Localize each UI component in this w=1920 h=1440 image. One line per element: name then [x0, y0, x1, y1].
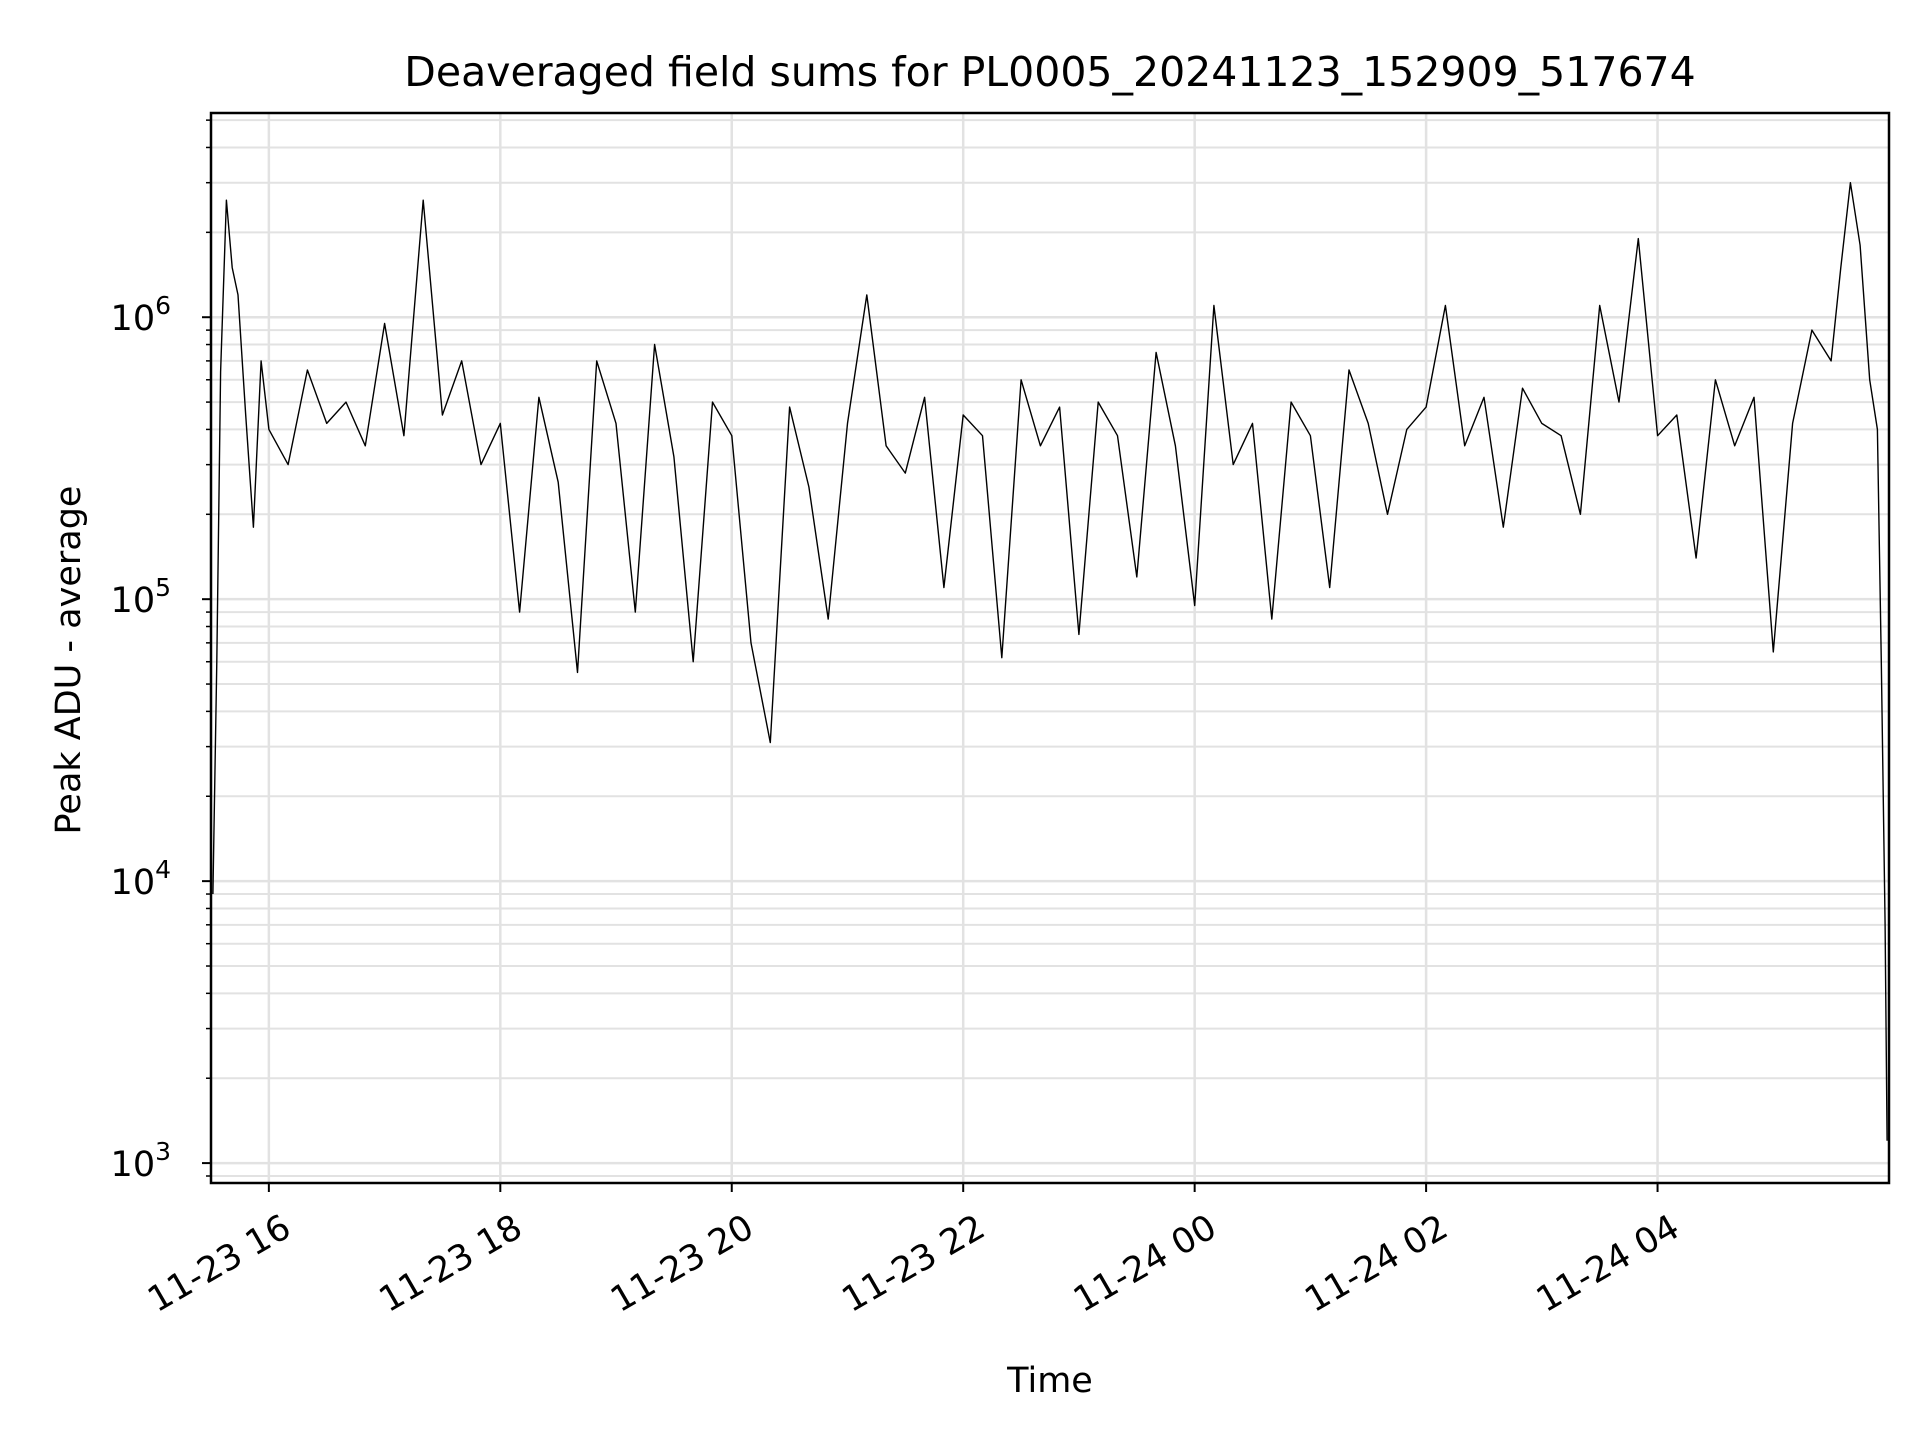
y-tick-label: 103	[111, 1137, 171, 1185]
x-axis-label: Time	[1006, 1361, 1093, 1401]
y-axis-ticks: 103 104 105 106	[111, 119, 211, 1185]
grid	[211, 113, 1889, 1183]
y-axis-label: Peak ADU - average	[49, 486, 89, 835]
data-series	[212, 181, 1888, 1141]
y-tick-label: 104	[111, 855, 171, 903]
chart-title: Deaveraged field sums for PL0005_2024112…	[404, 48, 1695, 96]
series-line	[212, 181, 1888, 1141]
plot-frame	[209, 111, 1891, 1185]
y-tick-label: 106	[111, 291, 171, 339]
y-tick-label: 105	[111, 573, 171, 621]
